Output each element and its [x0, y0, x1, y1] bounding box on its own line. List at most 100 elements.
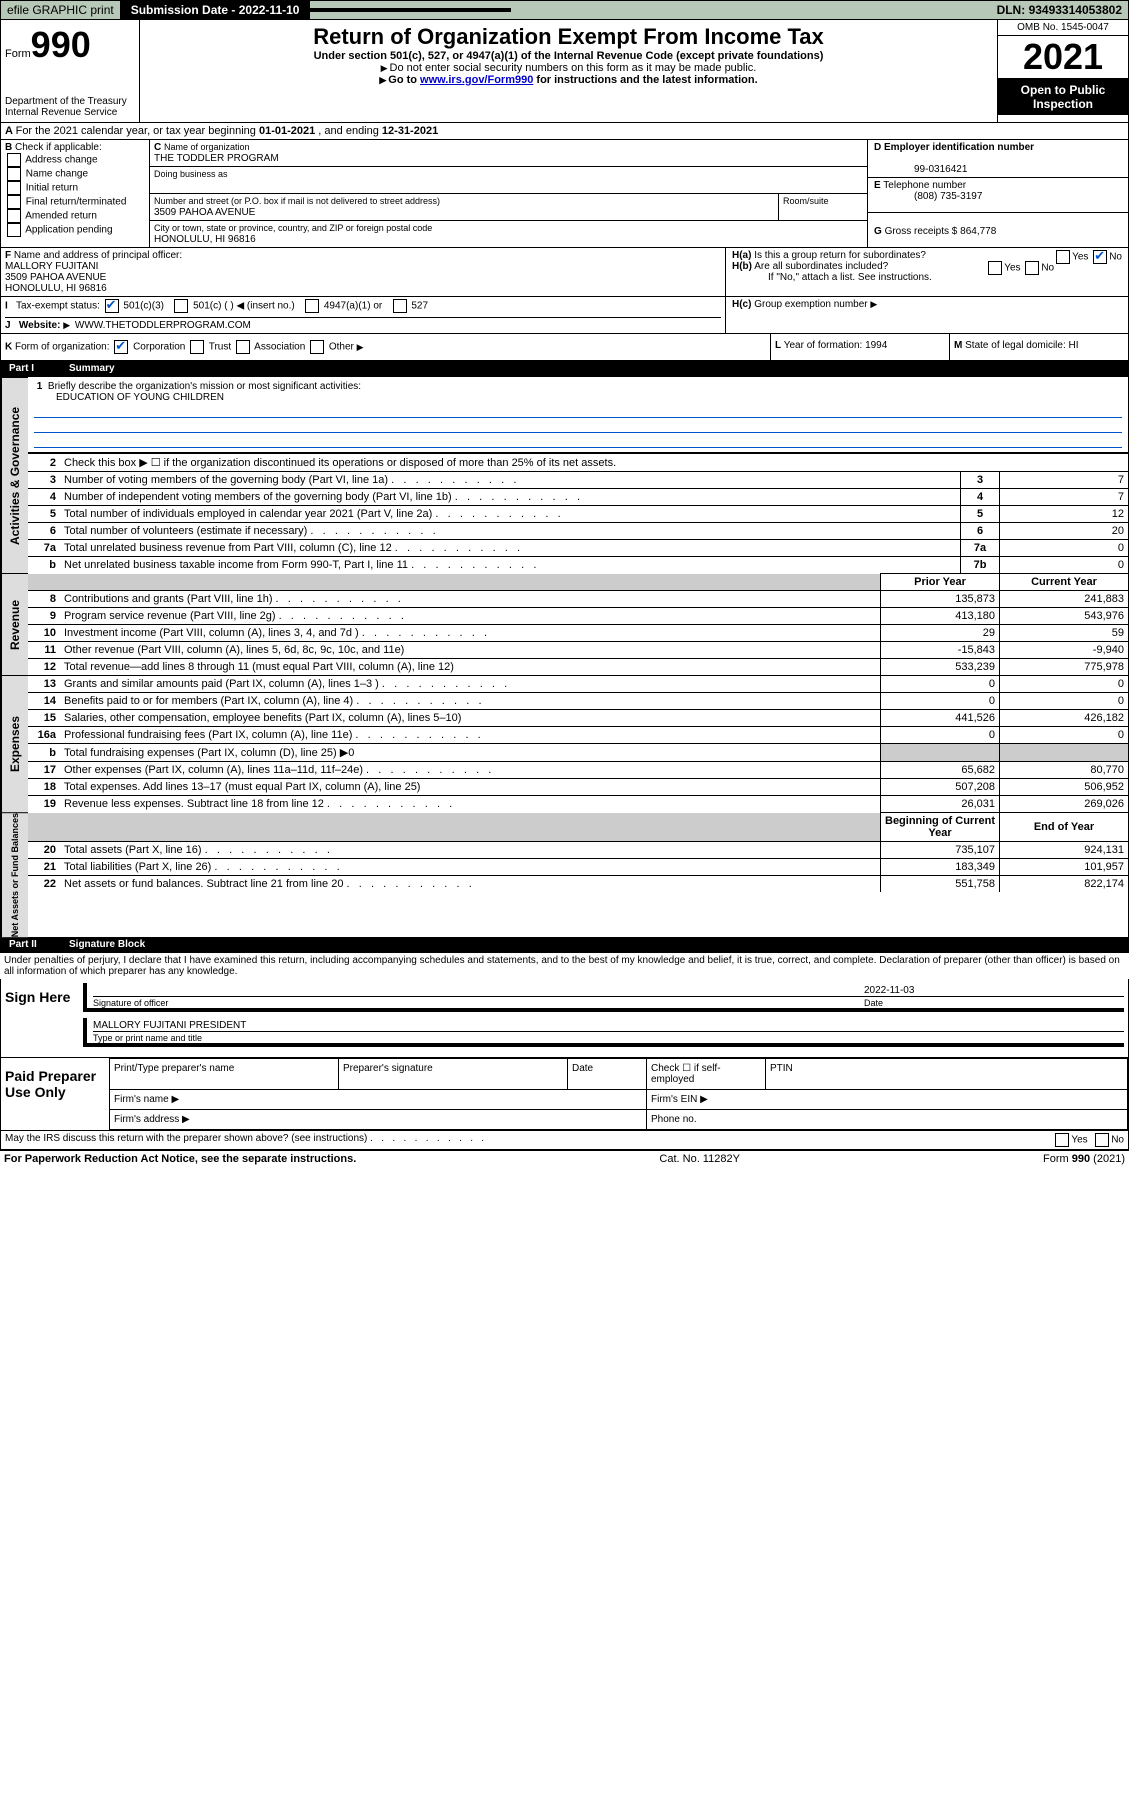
firm-name-label: Firm's name ▶	[110, 1090, 647, 1110]
row-i-j: I Tax-exempt status: 501(c)(3) 501(c) ( …	[0, 297, 1129, 334]
line-12-cy: 775,978	[1000, 659, 1129, 676]
vtab-revenue: Revenue	[1, 573, 28, 675]
dept-label: Department of the Treasury	[5, 96, 135, 107]
ptin-label: PTIN	[766, 1059, 1128, 1090]
ha-question: Is this a group return for subordinates?	[754, 250, 926, 261]
line-18-cy: 506,952	[1000, 779, 1129, 796]
col-eoy: End of Year	[1000, 813, 1129, 842]
cb-name-change[interactable]: Name change	[5, 167, 145, 181]
hb-note: If "No," attach a list. See instructions…	[768, 272, 1122, 283]
instruction-1: Do not enter social security numbers on …	[390, 62, 757, 74]
line-13-cy: 0	[1000, 676, 1129, 693]
firm-ein-label: Firm's EIN ▶	[647, 1090, 1128, 1110]
line-14-cy: 0	[1000, 693, 1129, 710]
line-11-cy: -9,940	[1000, 642, 1129, 659]
page-footer: For Paperwork Reduction Act Notice, see …	[0, 1150, 1129, 1167]
net-assets-section: Net Assets or Fund Balances Beginning of…	[0, 812, 1129, 937]
col-current-year: Current Year	[1000, 574, 1129, 591]
ha-no-checkbox[interactable]	[1093, 250, 1107, 264]
submission-date-button[interactable]: Submission Date - 2022-11-10	[121, 1, 311, 19]
expenses-table: 13Grants and similar amounts paid (Part …	[28, 675, 1128, 812]
prep-name-label: Print/Type preparer's name	[110, 1059, 339, 1090]
cat-no: Cat. No. 11282Y	[659, 1153, 740, 1165]
vtab-activities: Activities & Governance	[1, 377, 28, 573]
preparer-table: Print/Type preparer's name Preparer's si…	[109, 1058, 1128, 1130]
line-19-cy: 269,026	[1000, 796, 1129, 813]
irs-link[interactable]: www.irs.gov/Form990	[420, 74, 533, 86]
line-10-cy: 59	[1000, 625, 1129, 642]
vtab-expenses: Expenses	[1, 675, 28, 812]
mission-prompt: Briefly describe the organization's miss…	[48, 381, 361, 392]
line-7b-value: 0	[1000, 557, 1129, 574]
officer-name: MALLORY FUJITANI	[5, 261, 98, 272]
paid-preparer-block: Paid Preparer Use Only Print/Type prepar…	[0, 1058, 1129, 1131]
part-2-header: Part II Signature Block	[0, 937, 1129, 953]
org-name: THE TODDLER PROGRAM	[154, 153, 279, 164]
col-boy: Beginning of Current Year	[881, 813, 1000, 842]
line-7a-value: 0	[1000, 540, 1129, 557]
net-assets-table: Beginning of Current YearEnd of Year 20T…	[28, 812, 1128, 892]
line-8-cy: 241,883	[1000, 591, 1129, 608]
cb-corporation[interactable]	[114, 340, 128, 354]
header-right-box: OMB No. 1545-0047 2021 Open to Public In…	[997, 20, 1128, 122]
efile-label: efile GRAPHIC print	[1, 1, 121, 19]
line-20-eoy: 924,131	[1000, 842, 1129, 859]
paid-preparer-label: Paid Preparer Use Only	[1, 1058, 109, 1130]
line-21-eoy: 101,957	[1000, 859, 1129, 876]
header-info-grid: B Check if applicable: Address change Na…	[0, 140, 1129, 248]
org-address: 3509 PAHOA AVENUE	[154, 207, 255, 218]
form-subtitle: Under section 501(c), 527, or 4947(a)(1)…	[150, 50, 987, 62]
open-inspection: Open to Public Inspection	[998, 79, 1128, 115]
col-c-org-info: C Name of organization THE TODDLER PROGR…	[150, 140, 867, 247]
officer-name-title: MALLORY FUJITANI PRESIDENT	[93, 1020, 1124, 1031]
col-b-checkboxes: B Check if applicable: Address change Na…	[1, 140, 150, 247]
mission-text: EDUCATION OF YOUNG CHILDREN	[56, 392, 224, 403]
expenses-section: Expenses 13Grants and similar amounts pa…	[0, 675, 1129, 812]
sign-here-label: Sign Here	[1, 979, 79, 1057]
cb-501c3[interactable]	[105, 299, 119, 313]
omb-number: OMB No. 1545-0047	[998, 20, 1128, 36]
signature-block: Sign Here Signature of officer 2022-11-0…	[0, 979, 1129, 1058]
suite-label: Room/suite	[783, 196, 829, 206]
row-a-tax-year: A For the 2021 calendar year, or tax yea…	[0, 123, 1129, 140]
line-15-cy: 426,182	[1000, 710, 1129, 727]
line-16b-shade	[1000, 744, 1129, 762]
tax-year: 2021	[998, 36, 1128, 79]
prep-self-label: Check ☐ if self-employed	[647, 1059, 766, 1090]
form-header: Form990 Department of the Treasury Inter…	[0, 20, 1129, 123]
penalties-text: Under penalties of perjury, I declare th…	[0, 953, 1129, 979]
org-city: HONOLULU, HI 96816	[154, 234, 256, 245]
cb-address-change[interactable]: Address change	[5, 153, 145, 167]
dln-label: DLN: 93493314053802	[991, 1, 1128, 19]
governance-table: 2Check this box ▶ ☐ if the organization …	[28, 453, 1128, 573]
prep-date-label: Date	[568, 1059, 647, 1090]
line-17-cy: 80,770	[1000, 762, 1129, 779]
state-domicile: HI	[1069, 340, 1079, 351]
blank-button	[310, 8, 511, 12]
ein-value: 99-0316421	[914, 164, 967, 175]
activities-governance: Activities & Governance 1 Briefly descri…	[0, 377, 1129, 573]
sig-date: 2022-11-03	[864, 985, 1124, 996]
year-formation: 1994	[865, 340, 887, 351]
dba-label: Doing business as	[154, 169, 228, 179]
line-22-eoy: 822,174	[1000, 876, 1129, 893]
line-16a-cy: 0	[1000, 727, 1129, 744]
website: WWW.THETODDLERPROGRAM.COM	[75, 320, 251, 331]
revenue-table: Prior YearCurrent Year 8Contributions an…	[28, 573, 1128, 675]
prep-sig-label: Preparer's signature	[339, 1059, 568, 1090]
phone-label: Phone no.	[647, 1110, 1128, 1130]
pra-notice: For Paperwork Reduction Act Notice, see …	[4, 1153, 356, 1165]
header-title-area: Return of Organization Exempt From Incom…	[140, 20, 997, 122]
line-3-value: 7	[1000, 472, 1129, 489]
q2-text: Check this box ▶ ☐ if the organization d…	[60, 454, 1128, 472]
line-4-value: 7	[1000, 489, 1129, 506]
cb-initial-return[interactable]: Initial return	[5, 181, 145, 195]
cb-app-pending[interactable]: Application pending	[5, 223, 145, 237]
cb-amended-return[interactable]: Amended return	[5, 209, 145, 223]
col-prior-year: Prior Year	[881, 574, 1000, 591]
line-6-value: 20	[1000, 523, 1129, 540]
cb-final-return[interactable]: Final return/terminated	[5, 195, 145, 209]
line-5-value: 12	[1000, 506, 1129, 523]
may-irs-row: May the IRS discuss this return with the…	[0, 1131, 1129, 1150]
irs-label: Internal Revenue Service	[5, 107, 135, 118]
